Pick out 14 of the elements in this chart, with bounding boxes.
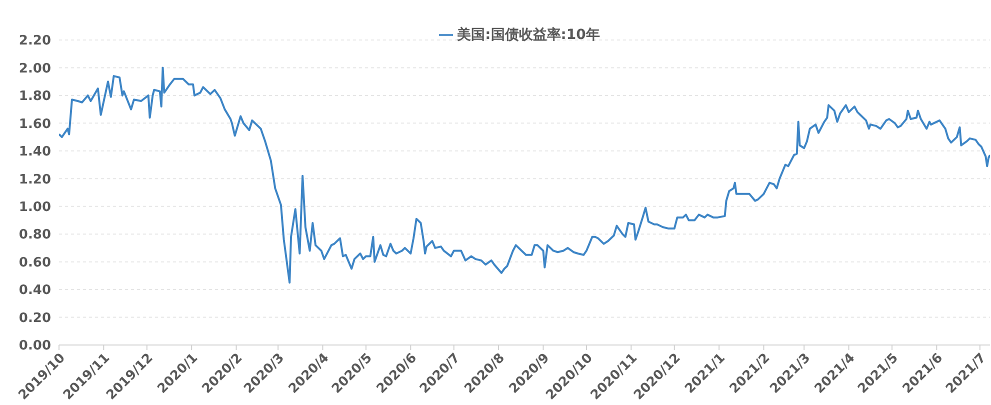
y-tick-label: 2.00 — [18, 61, 51, 76]
y-tick-label: 1.00 — [18, 200, 51, 215]
y-tick-label: 2.20 — [18, 34, 51, 49]
y-tick-label: 1.40 — [18, 144, 51, 160]
y-tick-label: 0.80 — [18, 228, 51, 243]
y-tick-label: 1.60 — [18, 116, 51, 132]
y-tick-label: 0.60 — [18, 255, 51, 270]
y-tick-label: 0.40 — [18, 283, 51, 298]
legend-label: 美国:国债收益率:10年 — [457, 27, 600, 43]
line-series — [59, 66, 990, 284]
y-tick-label: 0.00 — [18, 338, 51, 354]
y-tick-label: 1.80 — [18, 89, 51, 104]
y-tick-label: 1.20 — [18, 172, 51, 188]
y-tick-label: 0.20 — [18, 310, 51, 326]
